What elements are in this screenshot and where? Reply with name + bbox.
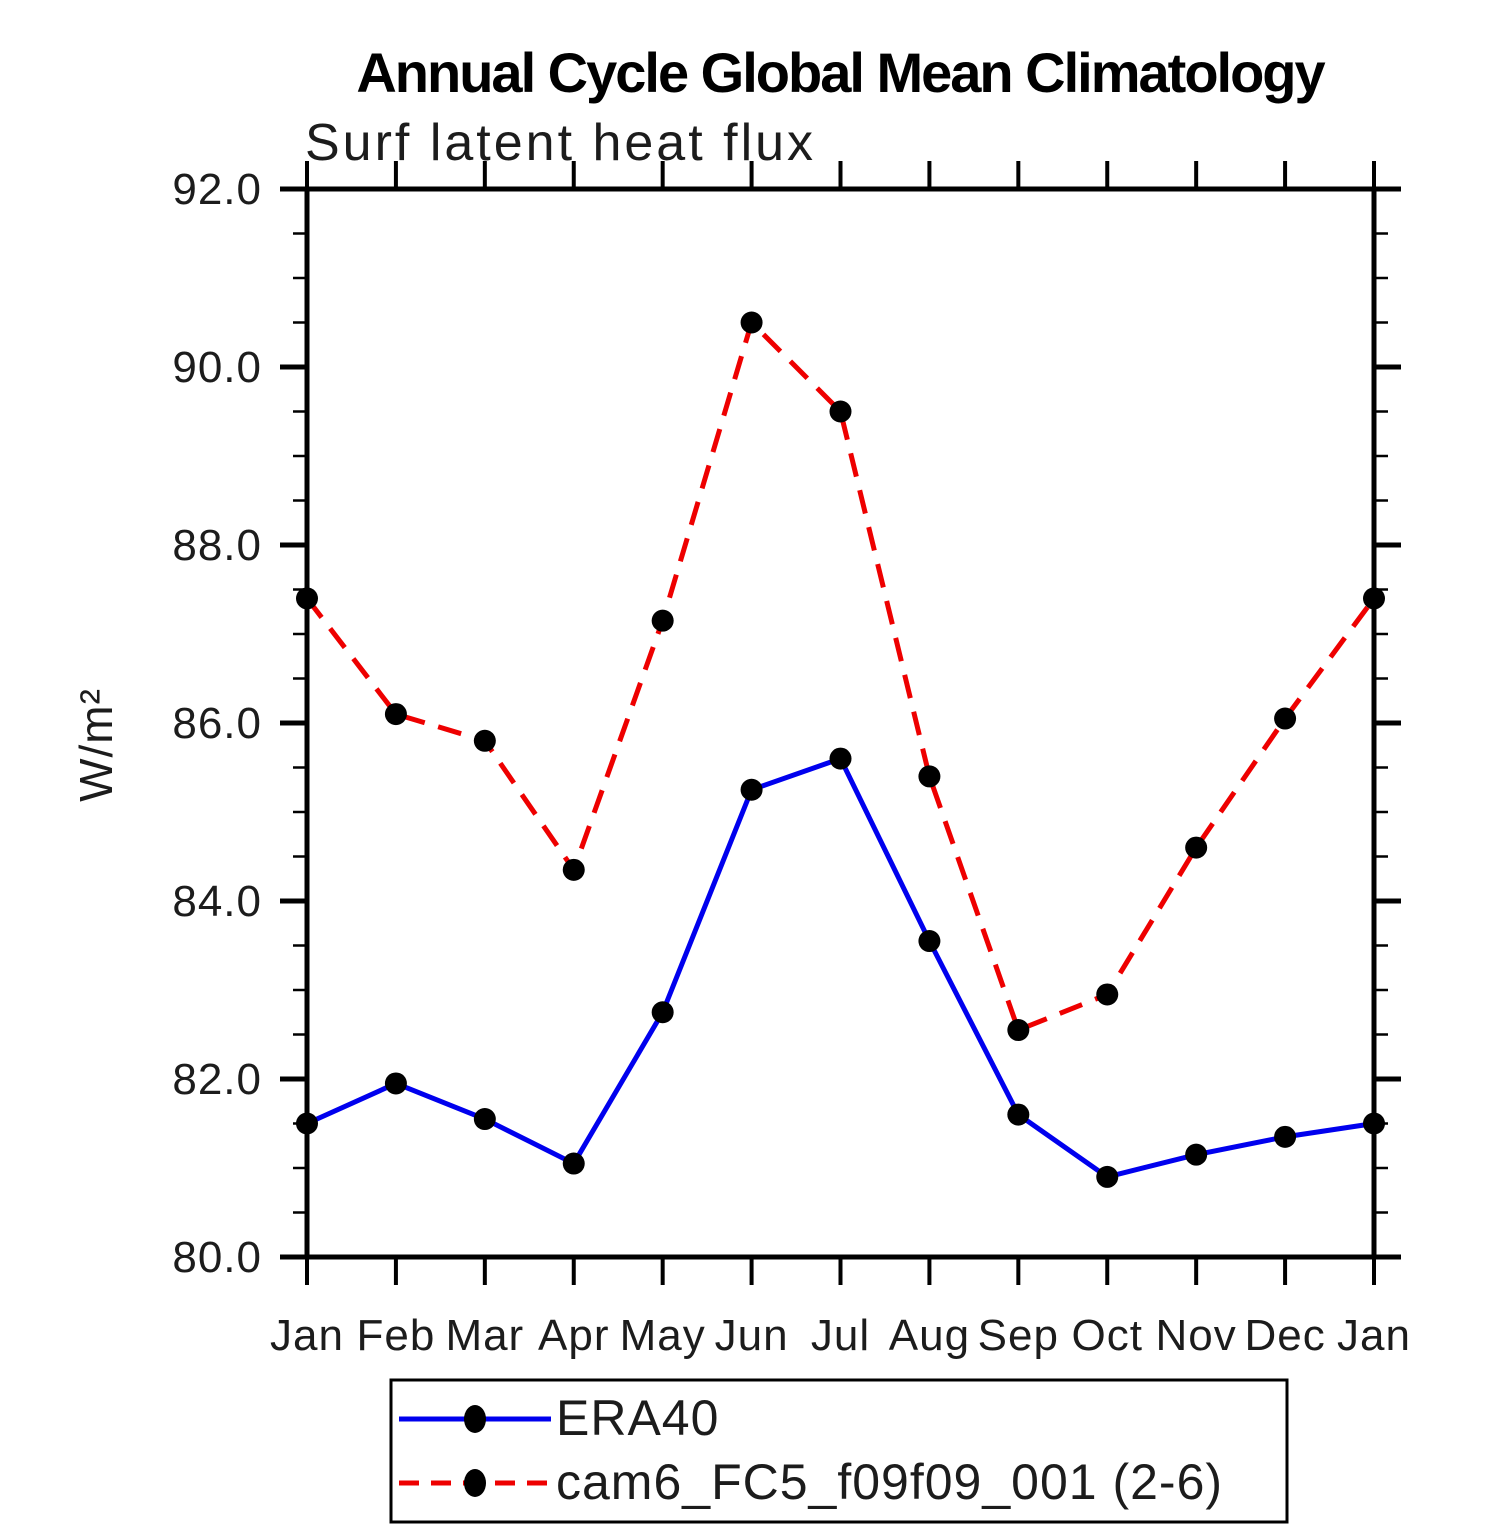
- x-tick-label: Apr: [538, 1311, 609, 1360]
- y-tick-label: 86.0: [172, 699, 262, 748]
- data-point-1-1: [384, 703, 407, 726]
- x-tick-label: Nov: [1156, 1311, 1237, 1360]
- data-point-1-7: [918, 765, 941, 788]
- data-point-0-10: [1185, 1143, 1208, 1166]
- x-tick-label: Dec: [1244, 1311, 1325, 1360]
- y-tick-label: 88.0: [172, 521, 262, 570]
- data-point-1-6: [829, 400, 852, 423]
- x-tick-label: Jan: [1337, 1311, 1411, 1360]
- data-point-0-8: [1007, 1103, 1030, 1126]
- plot-frame: [304, 186, 1377, 1260]
- data-point-1-10: [1185, 836, 1208, 859]
- x-tick-label: Oct: [1072, 1311, 1143, 1360]
- data-point-1-0: [296, 587, 318, 610]
- data-point-0-12: [1363, 1112, 1385, 1135]
- x-tick-label: Jun: [715, 1311, 789, 1360]
- x-tick-label: Feb: [357, 1311, 436, 1360]
- legend-box: [389, 1378, 1289, 1524]
- data-point-1-9: [1096, 983, 1119, 1006]
- data-point-1-8: [1007, 1019, 1030, 1042]
- data-point-1-4: [651, 609, 674, 632]
- data-point-1-3: [562, 858, 585, 881]
- chart-subtitle: Surf latent heat flux: [305, 114, 816, 172]
- x-tick-label: Jul: [811, 1311, 870, 1360]
- series-line-0: [305, 756, 1375, 1180]
- legend-label-0: ERA40: [556, 1390, 719, 1446]
- data-point-0-5: [740, 778, 763, 801]
- chart-title: Annual Cycle Global Mean Climatology: [356, 41, 1325, 104]
- data-point-0-1: [384, 1072, 407, 1095]
- series-line-1: [305, 320, 1377, 1033]
- y-tick-label: 90.0: [172, 343, 262, 392]
- x-tick-label: Aug: [889, 1311, 970, 1360]
- data-point-0-0: [296, 1112, 318, 1135]
- data-point-0-11: [1274, 1125, 1297, 1148]
- data-point-1-11: [1274, 707, 1297, 730]
- data-point-0-4: [651, 1001, 674, 1024]
- legend-marker-0: [464, 1405, 486, 1433]
- y-tick-label: 80.0: [172, 1233, 262, 1282]
- legend: ERA40 cam6_FC5_f09f09_001 (2-6): [389, 1378, 1289, 1524]
- x-tick-label: Mar: [445, 1311, 524, 1360]
- x-tick-label: Sep: [978, 1311, 1059, 1360]
- y-tick-label: 82.0: [172, 1055, 262, 1104]
- data-point-1-5: [740, 311, 763, 334]
- data-point-0-7: [918, 930, 941, 953]
- data-point-0-6: [829, 747, 852, 770]
- data-point-0-2: [473, 1108, 496, 1131]
- plot-area: [296, 311, 1385, 1188]
- x-tick-label: May: [620, 1311, 706, 1360]
- legend-marker-1: [464, 1469, 486, 1497]
- y-axis-label: W/m²: [70, 688, 122, 802]
- data-point-0-9: [1096, 1165, 1119, 1188]
- legend-label-1: cam6_FC5_f09f09_001 (2-6): [556, 1454, 1223, 1510]
- x-tick-label: Jan: [270, 1311, 344, 1360]
- data-point-0-3: [562, 1152, 585, 1175]
- data-point-1-12: [1363, 587, 1385, 610]
- y-tick-label: 84.0: [172, 877, 262, 926]
- data-point-1-2: [473, 729, 496, 752]
- y-tick-label: 92.0: [172, 165, 262, 214]
- axes: Jan Feb Mar Apr May Jun Jul Aug Sep Oct Nov Dec Jan8…: [172, 161, 1411, 1360]
